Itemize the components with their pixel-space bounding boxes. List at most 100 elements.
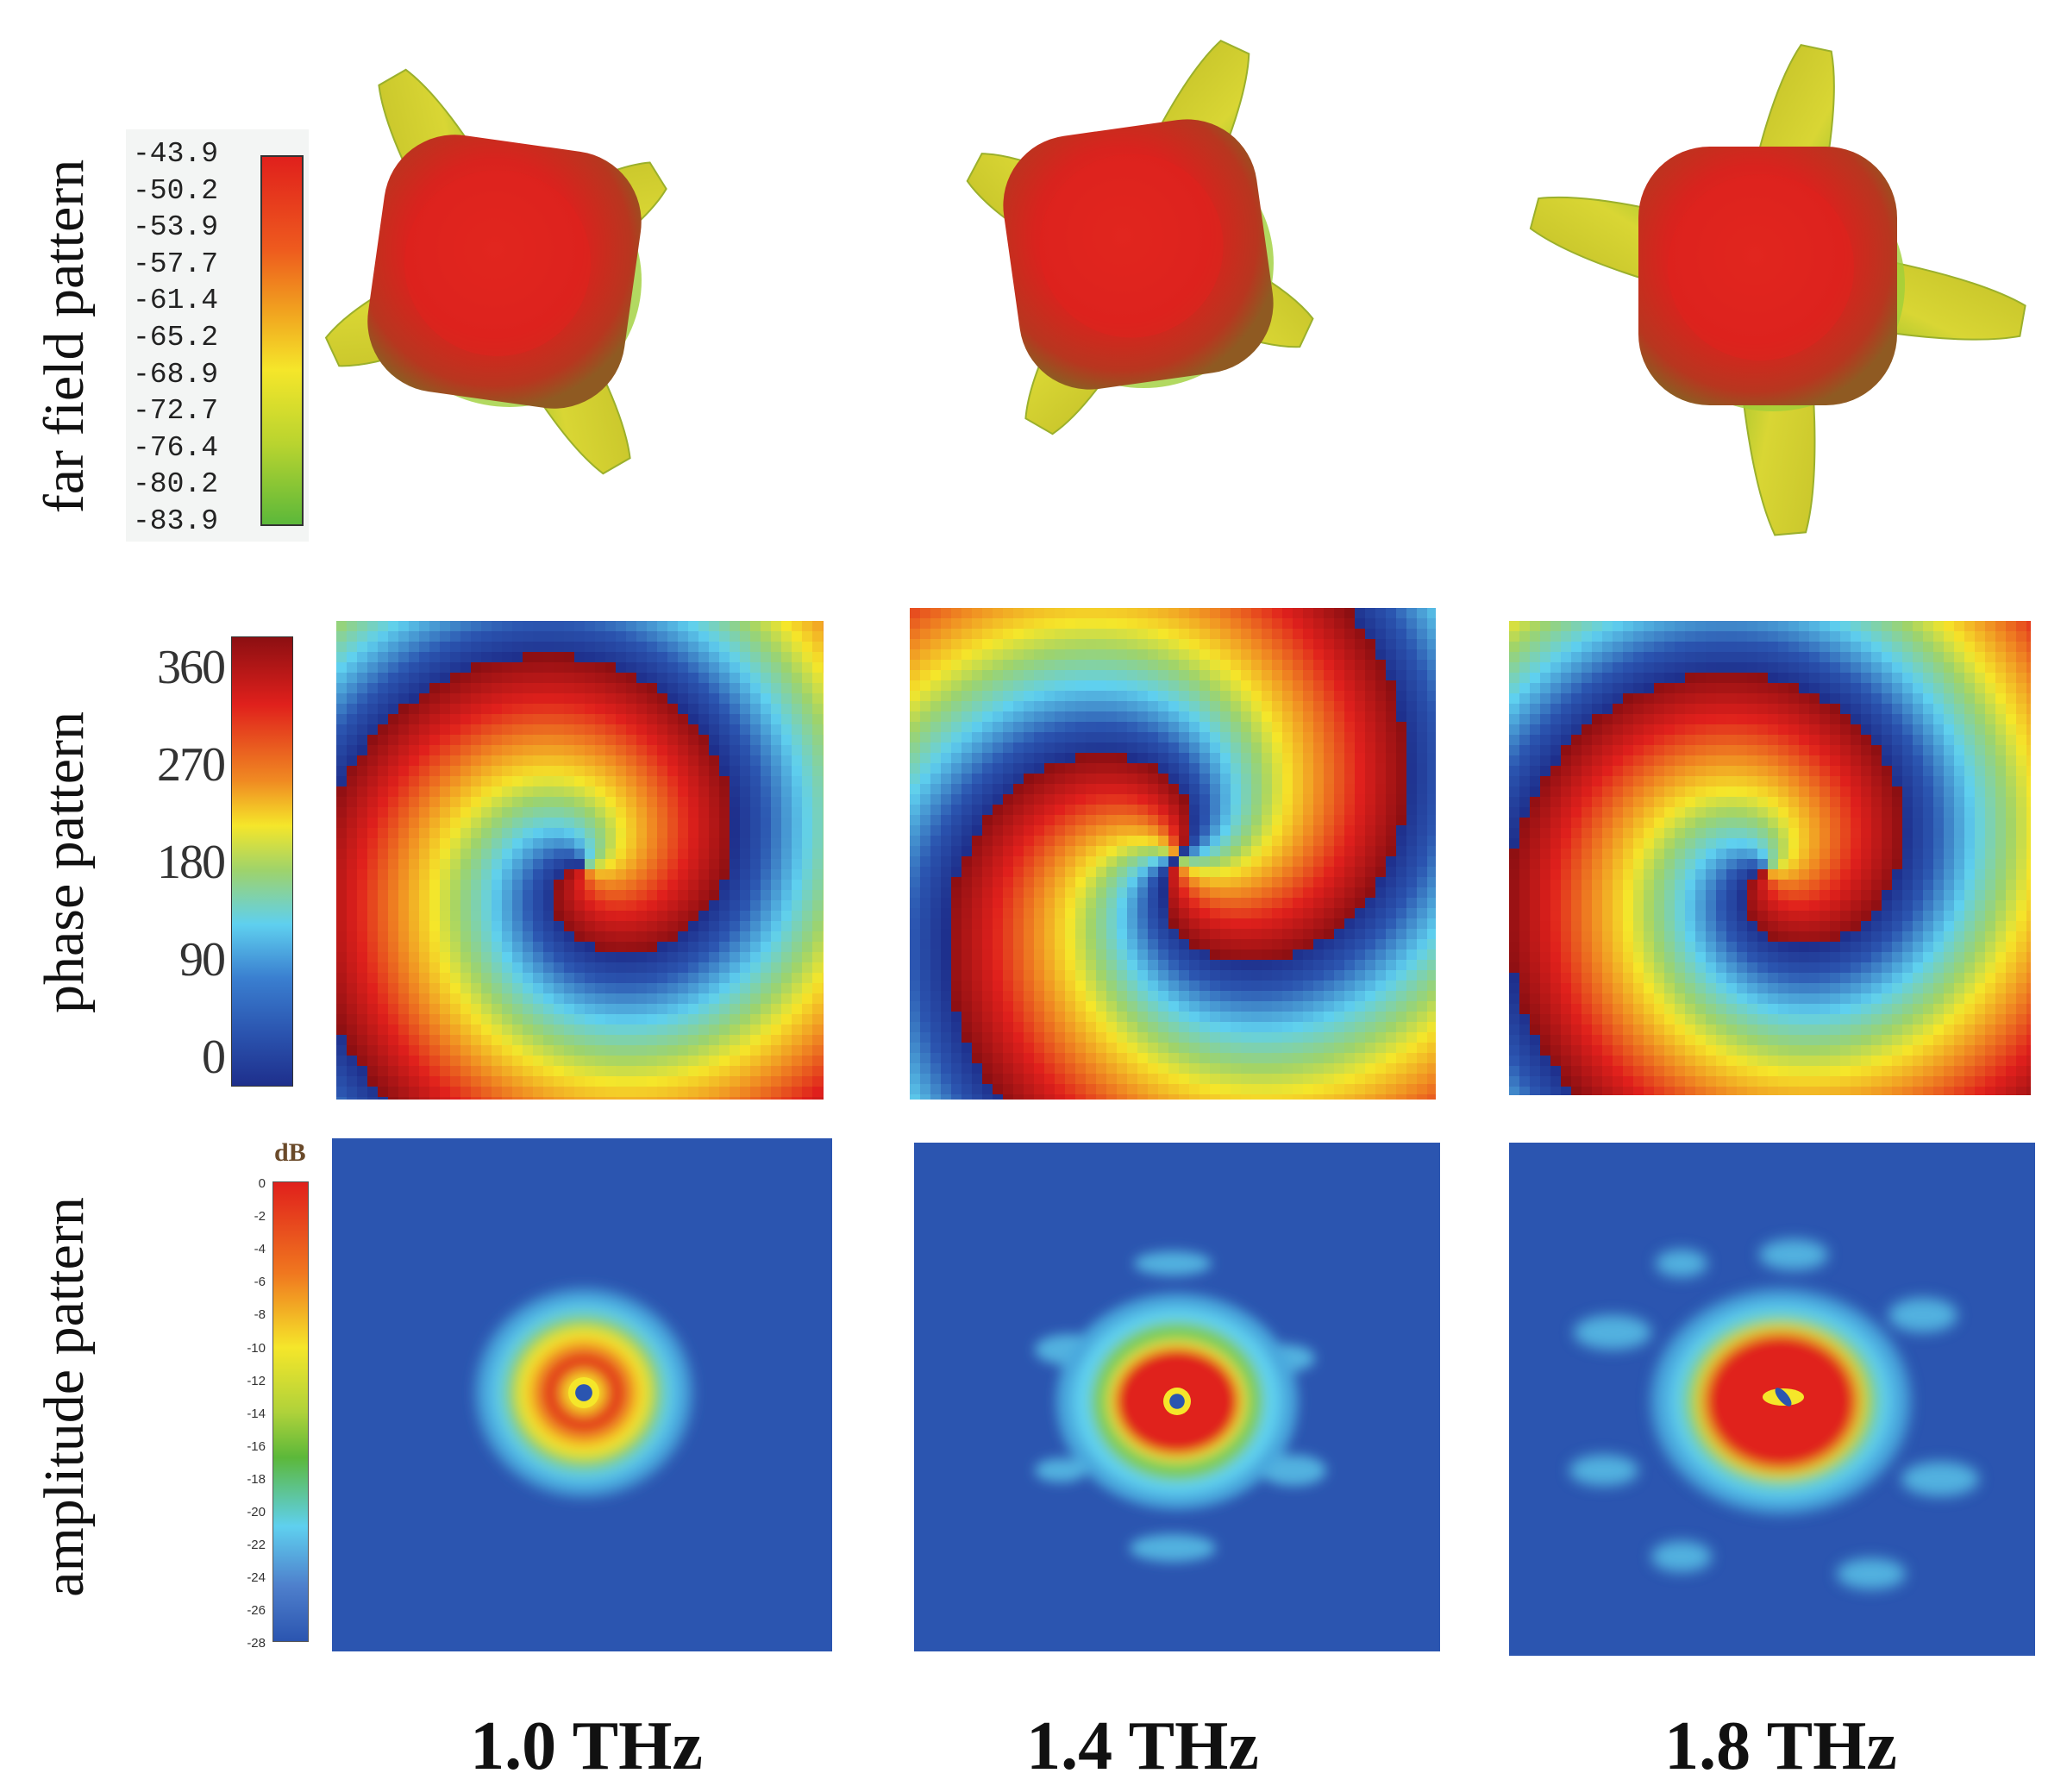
- phase-pixel: [1055, 908, 1066, 919]
- phase-pixel: [1396, 722, 1407, 733]
- phase-pixel: [910, 867, 921, 878]
- phase-pixel: [750, 1024, 761, 1036]
- phase-pixel: [450, 683, 461, 694]
- phase-pixel: [688, 693, 699, 705]
- phase-pixel: [1179, 639, 1190, 650]
- phase-pixel: [605, 828, 617, 839]
- phase-pixel: [1231, 701, 1242, 712]
- phase-pixel: [930, 1032, 942, 1043]
- phase-pixel: [585, 962, 596, 974]
- phase-pixel: [1706, 652, 1717, 663]
- phase-pixel: [419, 838, 430, 849]
- phase-pixel: [1096, 939, 1107, 950]
- phase-pixel: [993, 991, 1004, 1002]
- phase-pixel: [564, 786, 575, 798]
- phase-pixel: [357, 1014, 368, 1025]
- phase-pixel: [564, 1076, 575, 1087]
- phase-pixel: [730, 921, 741, 932]
- phase-pixel: [1241, 960, 1252, 971]
- phase-pixel: [388, 745, 399, 756]
- phase-pixel: [750, 880, 761, 891]
- phase-pixel: [1034, 608, 1045, 619]
- phase-pixel: [367, 1024, 379, 1036]
- phase-pixel: [1303, 1043, 1314, 1054]
- phase-pixel: [460, 786, 472, 798]
- phase-pixel: [409, 662, 420, 674]
- phase-pixel: [719, 755, 730, 767]
- phase-pixel: [450, 652, 461, 663]
- phase-pixel: [1003, 908, 1014, 919]
- phase-pixel: [1355, 691, 1366, 702]
- phase-pixel: [460, 952, 472, 963]
- phase-pixel: [1034, 918, 1045, 930]
- phase-pixel: [1210, 929, 1221, 940]
- phase-pixel: [1355, 939, 1366, 950]
- phase-pixel: [657, 1066, 668, 1077]
- phase-pixel: [512, 859, 523, 870]
- phase-pixel: [647, 942, 658, 953]
- phase-pixel: [1013, 774, 1024, 785]
- phase-pixel: [367, 993, 379, 1005]
- phase-pixel: [492, 1024, 503, 1036]
- phase-pixel: [1365, 711, 1376, 723]
- phase-pixel: [543, 1087, 554, 1098]
- phase-pixel: [1365, 908, 1376, 919]
- phase-pixel: [982, 629, 993, 640]
- phase-pixel: [1117, 794, 1128, 805]
- phase-pixel: [1427, 1022, 1436, 1033]
- phase-pixel: [554, 869, 565, 880]
- phase-pixel: [688, 745, 699, 756]
- phase-pixel: [1106, 753, 1118, 764]
- phase-pixel: [481, 828, 492, 839]
- phase-pixel: [1096, 649, 1107, 661]
- phase-pixel: [1375, 722, 1387, 733]
- phase-pixel: [1293, 691, 1304, 702]
- phase-pixel: [574, 880, 586, 891]
- phase-pixel: [1375, 711, 1387, 723]
- phase-pixel: [1127, 1032, 1138, 1043]
- phase-pixel: [920, 1094, 931, 1100]
- phase-pixel: [1530, 621, 1541, 632]
- phase-pixel: [993, 846, 1004, 857]
- phase-pixel: [585, 818, 596, 829]
- phase-pixel: [1417, 639, 1428, 650]
- phase-pixel: [1024, 701, 1035, 712]
- phase-pixel: [1251, 805, 1262, 816]
- phase-pixel: [626, 1045, 637, 1056]
- phase-pixel: [1034, 711, 1045, 723]
- phase-pixel: [812, 642, 824, 653]
- phase-pixel: [982, 1001, 993, 1012]
- phase-pixel: [1158, 815, 1169, 826]
- phase-pixel: [429, 704, 441, 715]
- phase-pixel: [823, 735, 824, 746]
- phase-pixel: [1231, 763, 1242, 774]
- phase-pixel: [1406, 722, 1418, 733]
- phase-pixel: [1231, 898, 1242, 909]
- phase-pixel: [812, 890, 824, 901]
- phase-pixel: [1241, 1012, 1252, 1023]
- phase-pixel: [1044, 939, 1055, 950]
- phase-pixel: [1117, 670, 1128, 681]
- phase-pixel: [1189, 836, 1200, 847]
- phase-pixel: [993, 742, 1004, 754]
- phase-pixel: [1220, 877, 1231, 888]
- phase-pixel: [512, 1014, 523, 1025]
- phase-pixel: [1417, 887, 1428, 899]
- phase-pixel: [771, 693, 782, 705]
- phase-pixel: [1137, 1084, 1149, 1095]
- phase-pixel: [1137, 887, 1149, 899]
- phase-pixel: [471, 973, 482, 984]
- phase-pixel: [543, 693, 554, 705]
- phase-pixel: [941, 887, 952, 899]
- phase-pixel: [1417, 722, 1428, 733]
- phase-pixel: [1086, 711, 1097, 723]
- phase-pixel: [636, 766, 648, 777]
- phase-pixel: [823, 797, 824, 808]
- phase-pixel: [1086, 836, 1097, 847]
- phase-pixel: [961, 815, 973, 826]
- phase-pixel: [823, 714, 824, 725]
- phase-pixel: [626, 714, 637, 725]
- phase-pixel: [1127, 877, 1138, 888]
- phase-pixel: [1344, 991, 1356, 1002]
- phase-pixel: [398, 838, 410, 849]
